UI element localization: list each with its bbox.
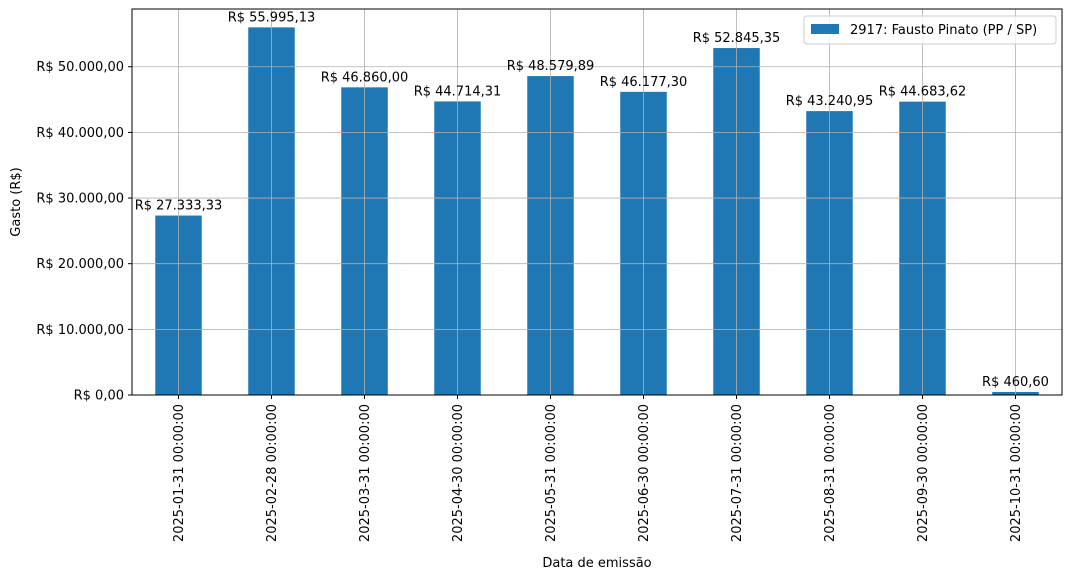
y-tick-label: R$ 50.000,00 xyxy=(36,60,124,75)
x-tick-label: 2025-10-31 00:00:00 xyxy=(1009,404,1024,542)
x-tick-label: 2025-07-31 00:00:00 xyxy=(730,404,745,542)
y-axis-title: Gasto (R$) xyxy=(9,167,24,236)
x-axis-title: Data de emissão xyxy=(542,556,651,571)
x-tick-label: 2025-06-30 00:00:00 xyxy=(637,404,652,542)
bar-value-label: R$ 46.860,00 xyxy=(321,70,409,85)
bar-value-label: R$ 27.333,33 xyxy=(135,199,223,214)
legend-swatch xyxy=(811,24,839,34)
bar-value-label: R$ 460,60 xyxy=(982,375,1049,390)
x-axis: 2025-01-31 00:00:00 2025-02-28 00:00:00 20… xyxy=(172,395,1024,542)
legend-entry-label: 2917: Fausto Pinato (PP / SP) xyxy=(850,23,1037,38)
x-tick-label: 2025-02-28 00:00:00 xyxy=(265,404,280,542)
y-axis: R$ 0,00 R$ 10.000,00 R$ 20.000,00 R$ 30.000… xyxy=(36,60,132,404)
x-tick-label: 2025-03-31 00:00:00 xyxy=(358,404,373,542)
x-tick-label: 2025-09-30 00:00:00 xyxy=(916,404,931,542)
y-tick-label: R$ 20.000,00 xyxy=(36,257,124,272)
bar-value-label: R$ 55.995,13 xyxy=(228,10,316,25)
data-labels-layer: R$ 27.333,33 R$ 55.995,13 R$ 46.860,00 R$ 4… xyxy=(135,10,1049,390)
bar-value-label: R$ 52.845,35 xyxy=(693,31,781,46)
bar-value-label: R$ 46.177,30 xyxy=(600,75,688,90)
bars-layer xyxy=(155,27,1039,396)
grid-layer xyxy=(132,9,1062,396)
y-tick-label: R$ 30.000,00 xyxy=(36,192,124,207)
x-tick-label: 2025-01-31 00:00:00 xyxy=(172,404,187,542)
bar-value-label: R$ 48.579,89 xyxy=(507,59,595,74)
legend-box xyxy=(803,15,1057,45)
y-tick-label: R$ 0,00 xyxy=(74,389,124,404)
bar-value-label: R$ 44.714,31 xyxy=(414,84,502,99)
bar-value-label: R$ 43.240,95 xyxy=(786,94,874,109)
x-tick-label: 2025-04-30 00:00:00 xyxy=(451,404,466,542)
legend: 2917: Fausto Pinato (PP / SP) xyxy=(803,15,1057,45)
x-tick-label: 2025-08-31 00:00:00 xyxy=(823,404,838,542)
plot-frame xyxy=(131,8,1063,396)
bar-value-label: R$ 44.683,62 xyxy=(879,85,967,100)
x-tick-label: 2025-05-31 00:00:00 xyxy=(544,404,559,542)
y-tick-label: R$ 40.000,00 xyxy=(36,126,124,141)
y-tick-label: R$ 10.000,00 xyxy=(36,323,124,338)
